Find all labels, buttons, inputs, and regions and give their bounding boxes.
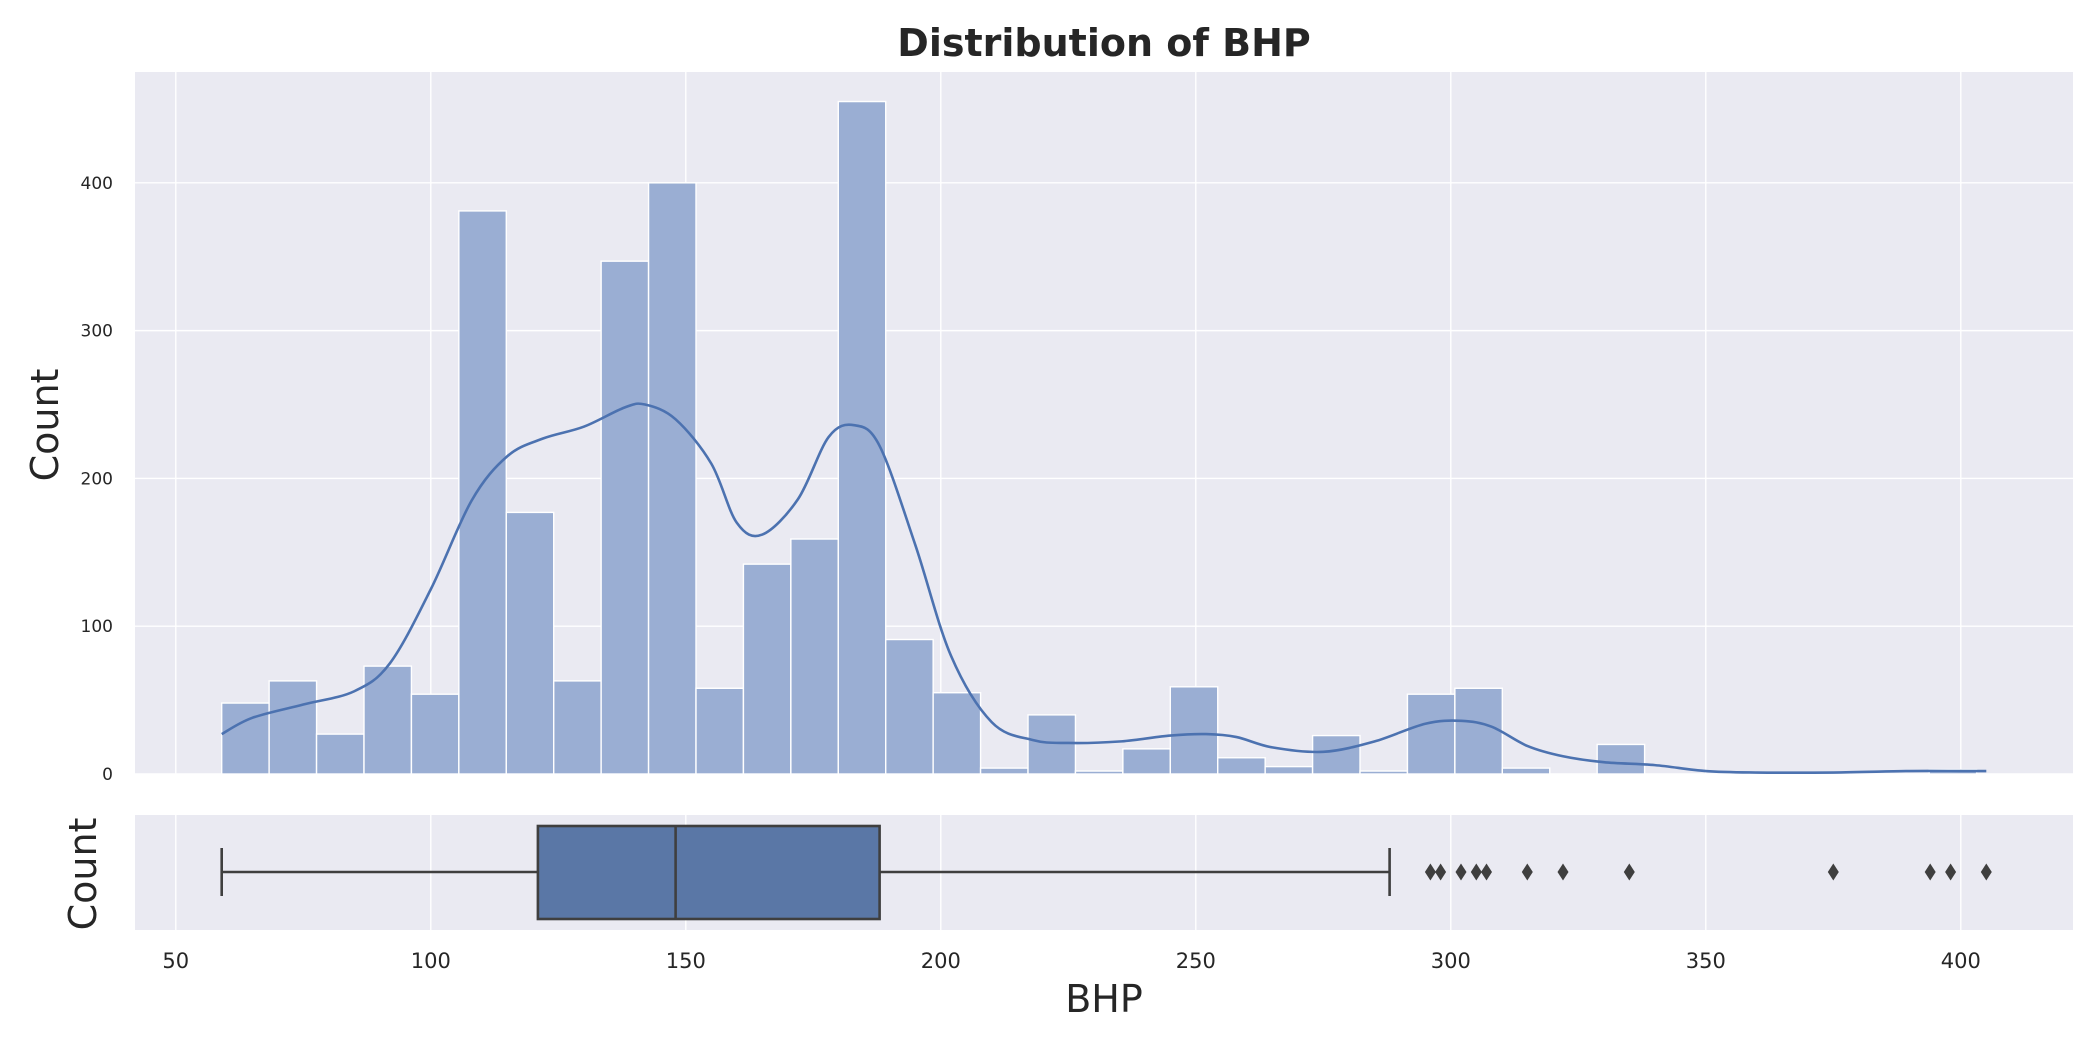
outlier-point xyxy=(1557,863,1569,881)
outlier-point xyxy=(1623,863,1635,881)
histogram-bar xyxy=(553,680,602,775)
outlier-point xyxy=(1470,863,1482,881)
histogram-y-tick-label: 400 xyxy=(81,174,113,194)
boxplot-marks xyxy=(220,824,1391,921)
histogram-bar xyxy=(1122,748,1171,775)
histogram-bar xyxy=(790,538,839,775)
x-axis-label: BHP xyxy=(1065,977,1143,1021)
histogram-bar xyxy=(1074,770,1124,775)
histogram-y-tick-label: 300 xyxy=(81,322,113,342)
histogram-panel: 0 100 200 300 400 xyxy=(81,72,2073,785)
histogram-y-axis-label: Count xyxy=(23,369,67,482)
x-tick-label: 250 xyxy=(1176,949,1216,973)
histogram-y-tick-label: 200 xyxy=(81,469,113,489)
outlier-point xyxy=(1521,863,1533,881)
outlier-point xyxy=(1980,863,1992,881)
histogram-bar xyxy=(600,260,650,775)
histogram-axes-background xyxy=(135,72,2073,774)
histogram-bar xyxy=(315,733,365,775)
x-tick-label: 350 xyxy=(1686,949,1726,973)
histogram-y-tick-labels: 0 100 200 300 400 xyxy=(81,174,113,785)
outlier-point xyxy=(1424,863,1436,881)
histogram-bar xyxy=(268,680,318,775)
outlier-point xyxy=(1924,863,1936,881)
outlier-point xyxy=(1827,863,1839,881)
x-tick-label: 50 xyxy=(162,949,189,973)
histogram-bar xyxy=(410,693,460,775)
chart-title: Distribution of BHP xyxy=(897,21,1310,65)
histogram-bar xyxy=(695,687,745,775)
histogram-bar xyxy=(1501,767,1551,775)
histogram-bar xyxy=(1406,693,1456,775)
histogram-bar xyxy=(363,665,413,775)
histogram-bar xyxy=(1359,770,1409,775)
histogram-bar xyxy=(932,692,982,775)
interquartile-box xyxy=(536,824,881,921)
histogram-bar xyxy=(1596,743,1646,775)
x-tick-label: 150 xyxy=(666,949,706,973)
kde-curve xyxy=(221,402,1987,775)
histogram-bar xyxy=(979,767,1029,775)
histogram-bar xyxy=(1264,765,1314,775)
outlier-point xyxy=(1435,863,1447,881)
boxplot-outliers xyxy=(1424,863,1992,881)
histogram-bar xyxy=(458,210,507,775)
boxplot-panel xyxy=(135,815,2073,930)
histogram-bar xyxy=(647,182,697,775)
boxplot-y-axis-label: Count xyxy=(61,818,105,931)
x-tick-label: 400 xyxy=(1941,949,1981,973)
histogram-bar xyxy=(505,511,555,775)
histogram-y-tick-label: 0 xyxy=(102,765,113,785)
outlier-point xyxy=(1455,863,1467,881)
histogram-bar xyxy=(885,638,934,775)
histogram-bar xyxy=(742,563,792,775)
histogram-bar xyxy=(1217,757,1266,775)
histogram-bars xyxy=(220,100,1978,775)
histogram-bar xyxy=(837,100,887,775)
x-tick-labels: 50 100 150 200 250 300 350 400 xyxy=(162,949,1980,973)
outlier-point xyxy=(1945,863,1957,881)
x-tick-label: 100 xyxy=(411,949,451,973)
histogram-bar xyxy=(1027,714,1077,775)
histogram-bar xyxy=(1169,686,1219,775)
histogram-bar xyxy=(1311,734,1361,775)
x-tick-label: 300 xyxy=(1431,949,1471,973)
outlier-point xyxy=(1481,863,1492,881)
histogram-y-tick-label: 100 xyxy=(81,617,113,637)
x-tick-label: 200 xyxy=(921,949,961,973)
histogram-bar xyxy=(1454,687,1504,775)
